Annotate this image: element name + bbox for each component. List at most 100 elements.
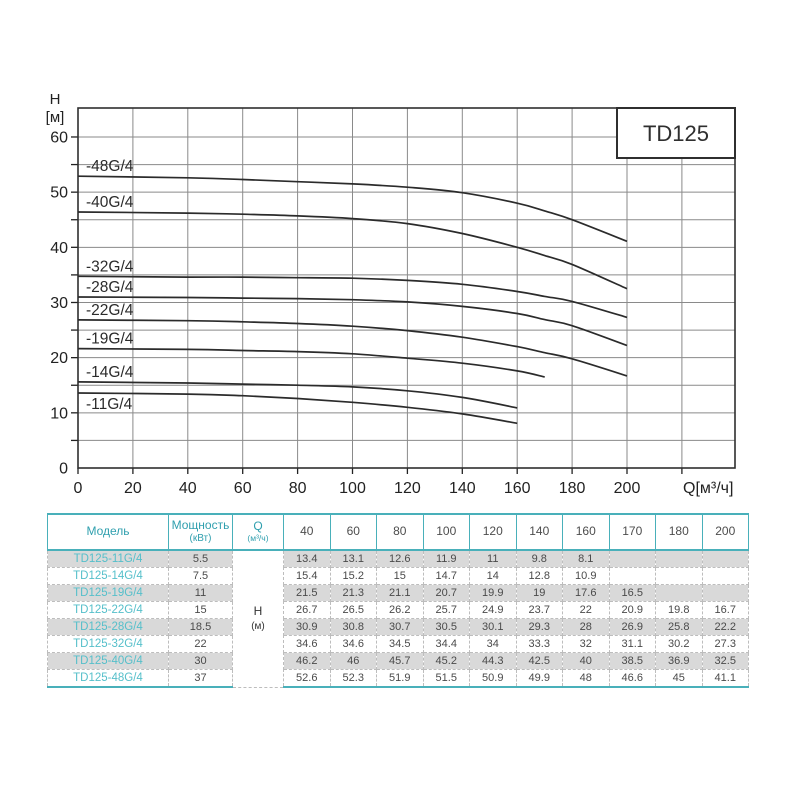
head-unit-cell: Н (м) — [232, 550, 284, 688]
head-value-cell — [655, 567, 703, 585]
x-tick-label: 180 — [559, 480, 586, 497]
pump-curve-19G-4 — [77, 347, 545, 378]
head-value-cell: 15.2 — [330, 567, 377, 585]
head-value-cell: 12.8 — [516, 567, 563, 585]
head-value-cell — [655, 584, 703, 602]
head-value-cell: 50.9 — [469, 669, 517, 688]
head-value-cell: 38.5 — [609, 652, 656, 670]
head-value-cell: 52.6 — [283, 669, 331, 688]
head-value-cell: 16.5 — [609, 584, 656, 602]
head-value-cell: 16.7 — [702, 601, 749, 619]
head-value-cell: 19.9 — [469, 584, 517, 602]
head-value-cell: 21.1 — [376, 584, 424, 602]
power-cell: 7.5 — [168, 567, 233, 585]
head-value-cell — [702, 567, 749, 585]
header-flow-170: 170 — [608, 513, 656, 551]
head-value-cell: 17.6 — [562, 584, 610, 602]
header-flow-160: 160 — [562, 513, 610, 551]
table-row: TD125-11G/4 5.5 Н (м) 13.4 13.1 12.6 11.9 11 9.8 8… — [47, 550, 749, 688]
y-tick-label: 50 — [50, 185, 68, 202]
curve-label: -32G/4 — [86, 258, 134, 275]
y-tick-label: 0 — [59, 461, 68, 478]
pump-curves — [77, 175, 628, 425]
curve-label: -14G/4 — [86, 364, 134, 381]
head-value-cell: 33.3 — [516, 635, 563, 653]
y-tick-label: 40 — [50, 240, 68, 257]
x-tick-label: 60 — [234, 480, 252, 497]
head-value-cell: 28 — [562, 618, 610, 636]
head-value-cell: 20.7 — [423, 584, 470, 602]
head-value-cell: 13.1 — [330, 550, 377, 568]
x-tick-label: 0 — [74, 480, 83, 497]
head-value-cell: 22.2 — [702, 618, 749, 636]
head-value-cell: 49.9 — [516, 669, 563, 688]
head-value-cell: 36.9 — [655, 652, 703, 670]
head-value-cell — [702, 584, 749, 602]
head-value-cell: 14.7 — [423, 567, 470, 585]
curve-label: -40G/4 — [86, 194, 134, 211]
x-tick-label: 20 — [124, 480, 142, 497]
head-value-cell: 19 — [516, 584, 563, 602]
y-axis-label: H — [50, 91, 61, 108]
header-flow-200: 200 — [701, 513, 749, 551]
table-row: TD125-19G/4 11 21.5 21.3 21.1 20.7 19.9 19 17.6 1… — [47, 584, 749, 602]
head-value-cell: 34.6 — [330, 635, 377, 653]
head-value-cell: 30.7 — [376, 618, 424, 636]
table-row: TD125-32G/4 22 34.6 34.6 34.5 34.4 34 33.3 32 31.… — [47, 635, 749, 653]
head-value-cell — [702, 550, 749, 568]
header-flow-120: 120 — [469, 513, 517, 551]
head-value-cell: 8.1 — [562, 550, 610, 568]
x-tick-label: 40 — [179, 480, 197, 497]
head-value-cell: 13.4 — [283, 550, 331, 568]
head-value-cell: 46.2 — [283, 652, 331, 670]
curve-label: -11G/4 — [86, 396, 133, 413]
head-value-cell: 21.5 — [283, 584, 331, 602]
head-value-cell: 10.9 — [562, 567, 610, 585]
y-tick-label: 30 — [50, 295, 68, 312]
header-flow-60: 60 — [329, 513, 377, 551]
pump-performance-chart: -48G/4 -40G/4 -32G/4 -28G/4 -22G/4 -19G/4 -14G… — [46, 91, 736, 497]
header-power: Мощность (кВт) — [168, 513, 233, 551]
table-row: TD125-14G/4 7.5 15.4 15.2 15 14.7 14 12.8 10.9 — [47, 567, 749, 585]
head-value-cell: 30.9 — [283, 618, 331, 636]
pump-data-table: Модель Мощность (кВт) Q (м³/ч) 40 60 80 100… — [47, 513, 749, 688]
head-value-cell: 30.5 — [423, 618, 470, 636]
head-value-cell: 9.8 — [516, 550, 563, 568]
table-row: TD125-28G/4 18.5 30.9 30.8 30.7 30.5 30.1 29.3 2… — [47, 618, 749, 636]
head-value-cell: 25.8 — [655, 618, 703, 636]
head-value-cell: 52.3 — [330, 669, 377, 688]
head-value-cell — [609, 567, 656, 585]
header-flow-80: 80 — [376, 513, 424, 551]
head-value-cell: 26.7 — [283, 601, 331, 619]
x-tick-label: 120 — [394, 480, 421, 497]
power-cell: 30 — [168, 652, 233, 670]
head-value-cell: 23.7 — [516, 601, 563, 619]
head-value-cell: 32 — [562, 635, 610, 653]
head-value-cell: 30.2 — [655, 635, 703, 653]
head-value-cell: 45.2 — [423, 652, 470, 670]
head-value-cell: 34.6 — [283, 635, 331, 653]
head-value-cell: 21.3 — [330, 584, 377, 602]
header-flow-title: Q — [253, 519, 263, 534]
head-value-cell: 31.1 — [609, 635, 656, 653]
header-flow-140: 140 — [515, 513, 563, 551]
model-cell: TD125-28G/4 — [47, 618, 169, 636]
header-flow-100: 100 — [422, 513, 470, 551]
head-value-cell: 26.9 — [609, 618, 656, 636]
head-value-cell: 27.3 — [702, 635, 749, 653]
head-unit-measure: (м) — [251, 621, 265, 633]
x-tick-label: 80 — [289, 480, 307, 497]
model-cell: TD125-40G/4 — [47, 652, 169, 670]
y-tick-label: 20 — [50, 350, 68, 367]
head-value-cell: 26.5 — [330, 601, 377, 619]
power-cell: 15 — [168, 601, 233, 619]
head-value-cell: 46.6 — [609, 669, 656, 688]
head-value-cell: 14 — [469, 567, 517, 585]
head-value-cell — [609, 550, 656, 568]
curve-label: -28G/4 — [86, 279, 134, 296]
head-value-cell: 45 — [655, 669, 703, 688]
head-value-cell: 46 — [330, 652, 377, 670]
head-value-cell: 40 — [562, 652, 610, 670]
head-value-cell: 34.5 — [376, 635, 424, 653]
x-tick-label: 100 — [339, 480, 366, 497]
